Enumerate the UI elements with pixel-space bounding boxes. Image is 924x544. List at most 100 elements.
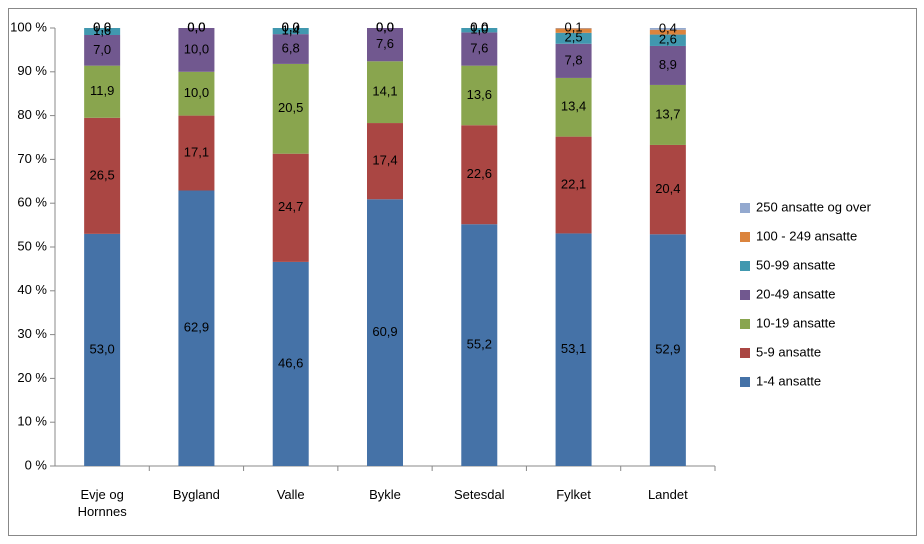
value-label: 0,0 — [376, 19, 394, 34]
bar-segment — [555, 28, 592, 33]
value-label: 0,0 — [376, 19, 394, 34]
value-label: 20,4 — [655, 181, 680, 196]
bar-segment — [367, 123, 403, 200]
bar-segment — [178, 190, 215, 467]
bar-segment — [367, 199, 403, 466]
y-tick-label: 100 % — [10, 19, 47, 34]
bar-segment — [555, 32, 592, 44]
bar-segment — [649, 28, 686, 30]
value-label: 26,5 — [89, 167, 114, 182]
y-tick-label: 30 % — [17, 326, 47, 341]
legend-swatch — [740, 377, 750, 387]
value-label: 0,0 — [282, 19, 300, 34]
value-label: 0,0 — [93, 19, 111, 34]
y-tick-label: 0 % — [25, 457, 48, 472]
value-label: 20,5 — [278, 100, 303, 115]
x-tick-label: Bygland — [172, 487, 220, 502]
y-tick-label: 60 % — [17, 195, 47, 210]
value-label: 1,6 — [93, 23, 111, 38]
value-label: 22,1 — [561, 176, 586, 191]
x-tick-label: Evje og Hornnes — [77, 487, 127, 519]
value-label: 13,4 — [561, 99, 586, 114]
legend-swatch — [740, 261, 750, 271]
value-label: 17,1 — [184, 144, 209, 159]
x-tick-label: Valle — [276, 487, 305, 502]
value-label: 24,7 — [278, 199, 303, 214]
value-label: 14,1 — [372, 84, 397, 99]
legend-swatch — [740, 319, 750, 329]
bar-segment — [272, 28, 309, 35]
value-label: 7,6 — [376, 36, 394, 51]
value-label: 11,9 — [90, 83, 114, 98]
y-tick-label: 80 % — [17, 107, 47, 122]
legend-label: 10-19 ansatte — [756, 315, 836, 330]
value-label: 0,0 — [187, 19, 205, 34]
bar-segment — [84, 117, 121, 234]
value-label: 55,2 — [467, 337, 492, 352]
x-tick-label: Bykle — [369, 487, 401, 502]
x-tick-label: Fylket — [556, 487, 591, 502]
legend-label: 20-49 ansatte — [756, 286, 836, 301]
bar-segment — [555, 136, 592, 234]
value-label: 0,0 — [376, 19, 394, 34]
legend-label: 100 - 249 ansatte — [756, 228, 857, 243]
y-tick-label: 90 % — [17, 63, 47, 78]
bar-segment — [84, 233, 121, 466]
value-label: 0,0 — [470, 19, 488, 34]
value-label: 2,5 — [565, 30, 583, 45]
legend-label: 5-9 ansatte — [756, 344, 821, 359]
bar-segment — [272, 153, 309, 262]
value-label: 0,0 — [470, 19, 488, 34]
legend-swatch — [740, 348, 750, 358]
bar-segment — [461, 28, 498, 33]
bar-segment — [178, 115, 215, 191]
y-tick-label: 20 % — [17, 370, 47, 385]
value-label: 10,0 — [184, 85, 209, 100]
y-tick-label: 10 % — [17, 414, 47, 429]
value-label: 0,0 — [282, 19, 300, 34]
legend-label: 50-99 ansatte — [756, 257, 836, 272]
bar-segment — [178, 28, 215, 72]
bar-segment — [272, 63, 309, 154]
bar-segment — [649, 45, 686, 85]
y-tick-label: 50 % — [17, 238, 47, 253]
legend-swatch — [740, 232, 750, 242]
value-label: 2,6 — [659, 32, 677, 47]
bar-segment — [649, 29, 686, 35]
value-label: 13,6 — [467, 87, 492, 102]
bar-segment — [555, 233, 592, 466]
value-label: 0,0 — [187, 19, 205, 34]
bar-segment — [367, 28, 403, 62]
value-label: 53,1 — [561, 341, 586, 356]
value-label: 8,9 — [659, 57, 677, 72]
x-tick-label: Setesdal — [453, 487, 505, 502]
chart-border — [8, 8, 917, 536]
value-label: 22,6 — [467, 166, 492, 181]
value-label: 13,7 — [655, 106, 680, 121]
bar-segment — [649, 84, 686, 145]
value-label: 17,4 — [372, 153, 397, 168]
value-label: 1,4 — [282, 23, 300, 38]
bar-segment — [272, 34, 309, 64]
value-label: 52,9 — [655, 342, 680, 357]
bar-segment — [84, 65, 121, 118]
y-tick-label: 40 % — [17, 282, 47, 297]
x-tick-label: Landet — [647, 487, 688, 502]
bar-segment — [84, 35, 121, 66]
legend-label: 250 ansatte og over — [756, 199, 872, 214]
value-label: 7,6 — [470, 40, 488, 55]
value-label: 7,8 — [565, 52, 583, 67]
value-label: 60,9 — [372, 324, 397, 339]
value-label: 0,0 — [93, 19, 111, 34]
bar-segment — [461, 125, 498, 225]
bar-segment — [649, 234, 686, 466]
value-label: 7,0 — [93, 42, 111, 57]
bar-segment — [178, 71, 215, 116]
bar-segment — [461, 32, 498, 66]
value-label: 0,0 — [187, 19, 205, 34]
value-label: 46,6 — [278, 355, 303, 370]
value-label: 6,8 — [282, 40, 300, 55]
bar-segment — [461, 65, 498, 126]
